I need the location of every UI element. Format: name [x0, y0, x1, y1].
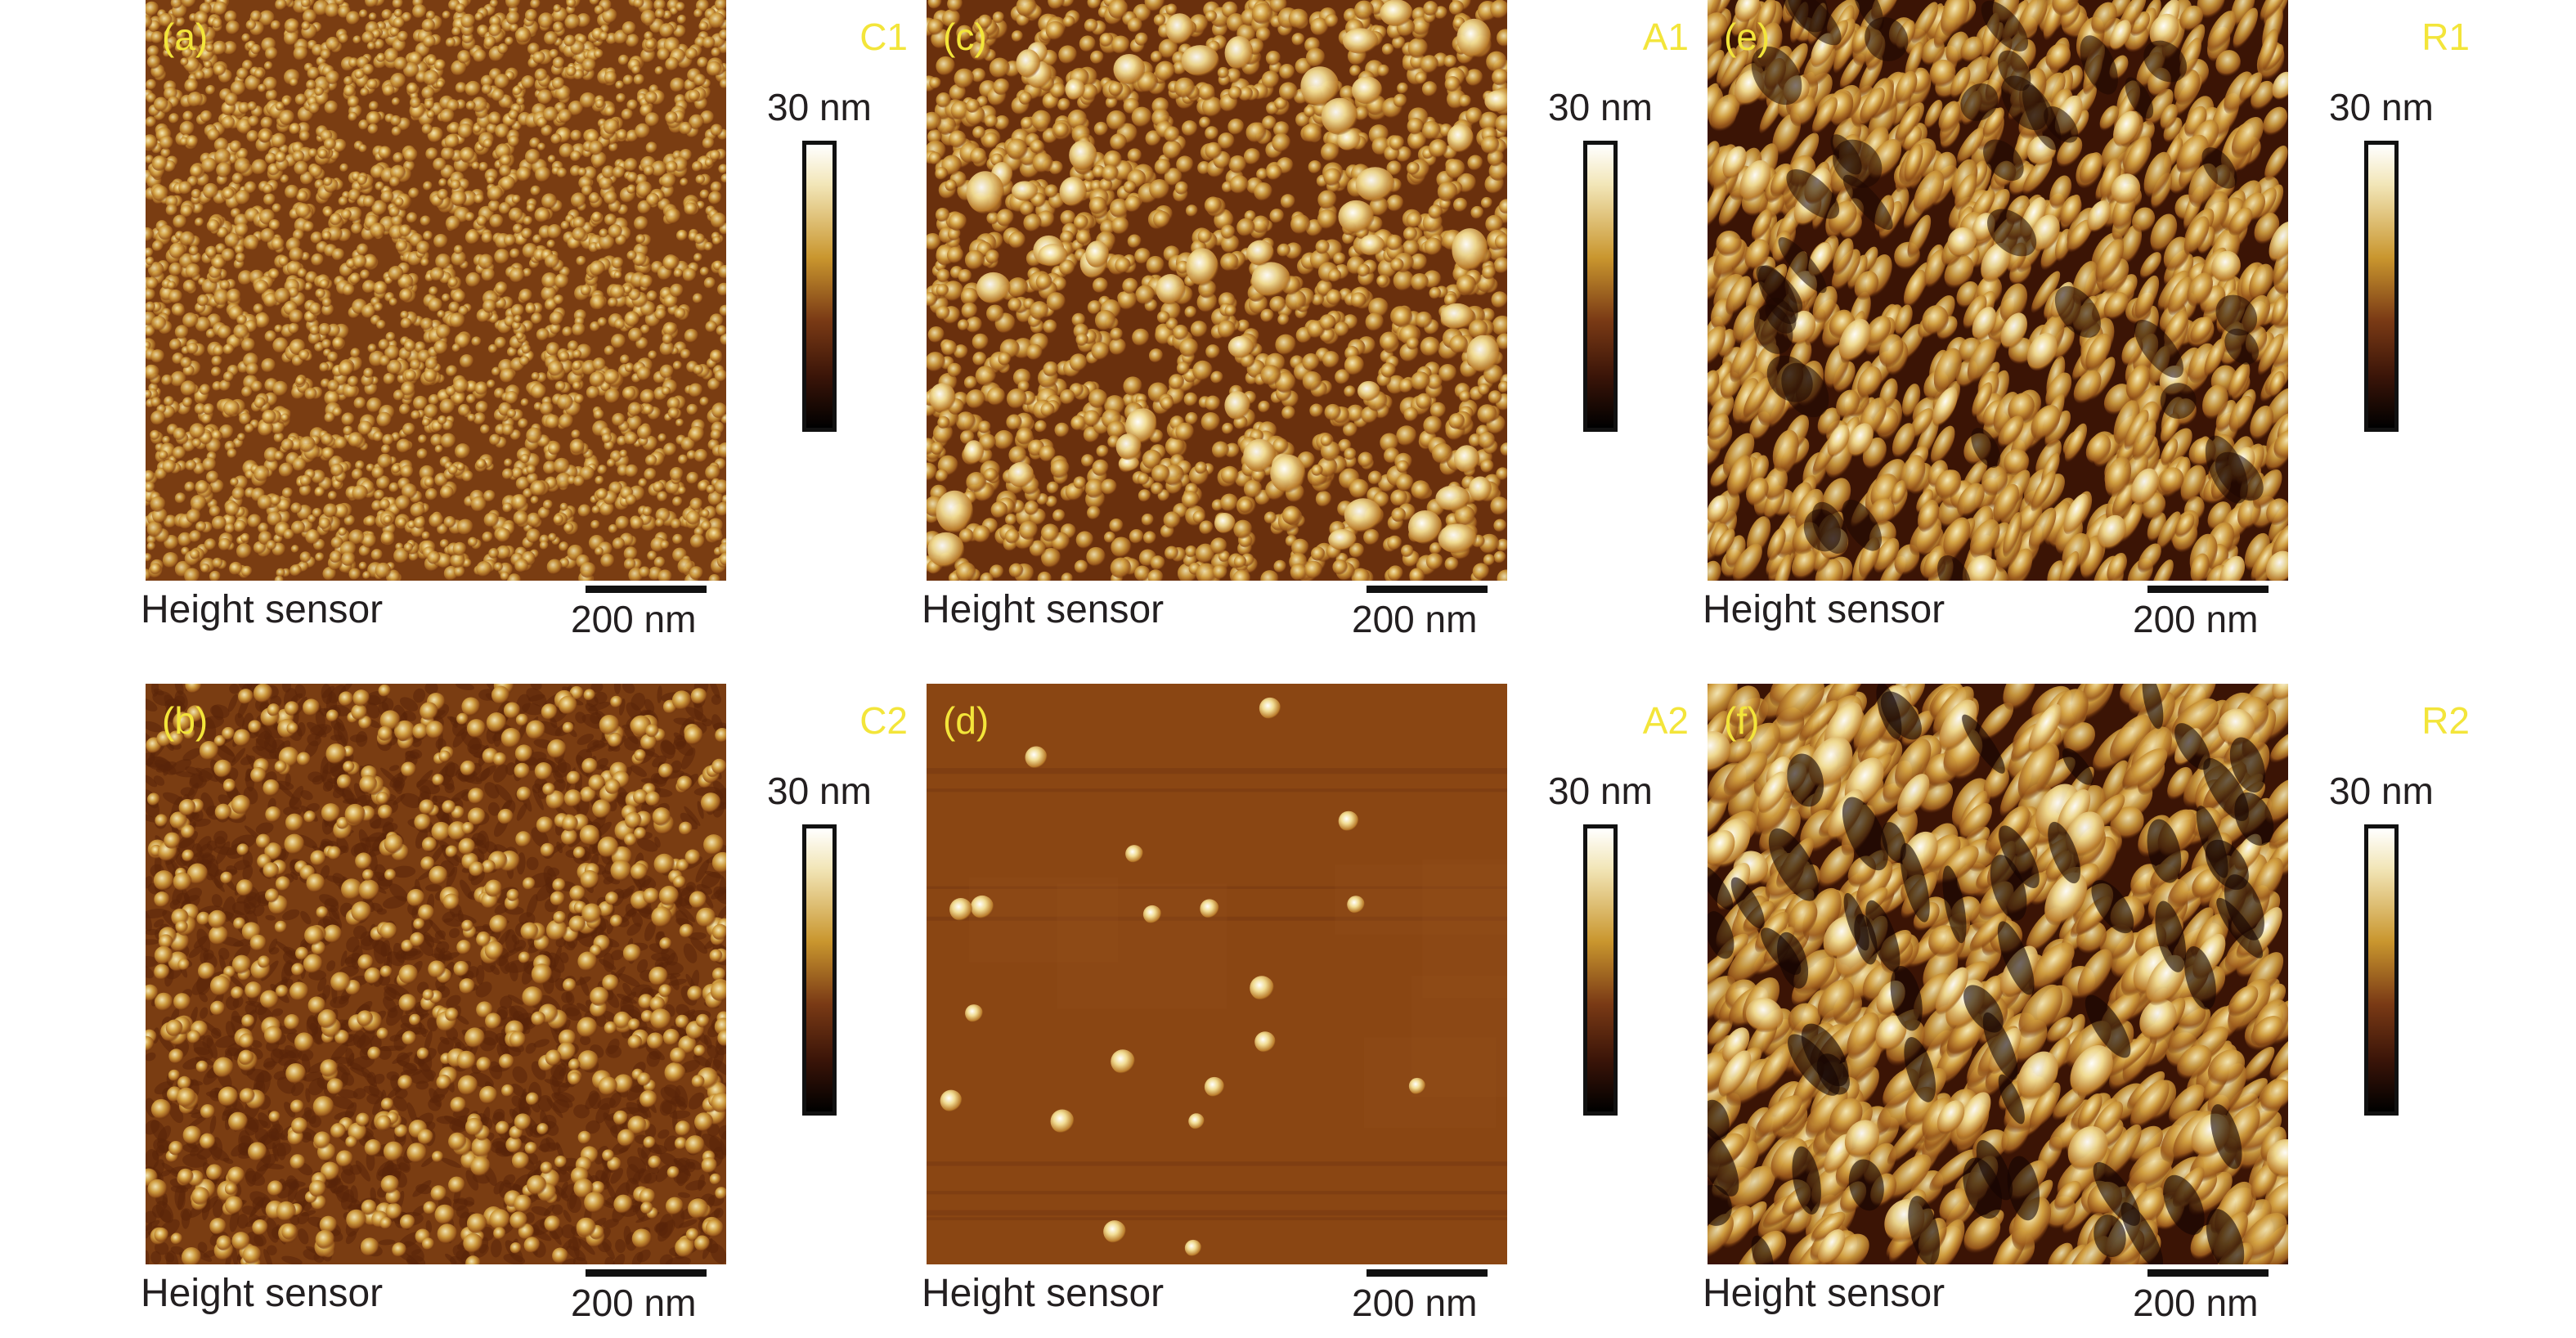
scale-bar: [1367, 586, 1488, 593]
colorbar-max-label: 30 nm: [767, 86, 872, 128]
sample-label: A2: [1642, 699, 1689, 742]
colorbar-max-label: 30 nm: [1548, 86, 1653, 128]
scale-bar: [2147, 586, 2269, 593]
height-colorbar: [1583, 141, 1618, 432]
sample-label: R1: [2421, 16, 2470, 58]
scale-bar: [1367, 1269, 1488, 1277]
height-colorbar: [2364, 141, 2399, 432]
colorbar-max-label: 30 nm: [767, 770, 872, 812]
height-colorbar: [802, 141, 837, 432]
afm-panel-d: (d) A2 Height sensor 200 nm 30 nm: [922, 684, 1703, 1338]
afm-height-image: [146, 0, 726, 581]
sensor-label: Height sensor: [141, 1272, 384, 1315]
scale-bar-label: 200 nm: [1352, 598, 1478, 640]
panel-letter: (d): [943, 699, 990, 742]
afm-height-image: [1708, 0, 2288, 581]
afm-height-image: [1708, 684, 2288, 1264]
sample-label: A1: [1642, 16, 1689, 58]
sample-label: C1: [859, 16, 908, 58]
height-colorbar: [802, 824, 837, 1116]
afm-height-image: [927, 0, 1507, 581]
panel-letter: (b): [162, 699, 209, 742]
scale-bar: [586, 586, 707, 593]
scale-bar-label: 200 nm: [1352, 1282, 1478, 1324]
sensor-label: Height sensor: [1703, 1272, 1945, 1315]
sensor-label: Height sensor: [1703, 588, 1945, 631]
sensor-label: Height sensor: [922, 1272, 1165, 1315]
afm-height-image: [927, 684, 1507, 1264]
height-colorbar: [1583, 824, 1618, 1116]
scale-bar: [2147, 1269, 2269, 1277]
height-colorbar: [2364, 824, 2399, 1116]
scale-bar-label: 200 nm: [2133, 1282, 2259, 1324]
colorbar-max-label: 30 nm: [2329, 86, 2434, 128]
sample-label: C2: [859, 699, 908, 742]
sensor-label: Height sensor: [141, 588, 384, 631]
scale-bar: [586, 1269, 707, 1277]
afm-panel-a: (a) C1 Height sensor 200 nm 30 nm: [141, 0, 922, 654]
colorbar-max-label: 30 nm: [2329, 770, 2434, 812]
scale-bar-label: 200 nm: [571, 598, 697, 640]
afm-panel-b: (b) C2 Height sensor 200 nm 30 nm: [141, 684, 922, 1338]
afm-panel-c: (c) A1 Height sensor 200 nm 30 nm: [922, 0, 1703, 654]
sensor-label: Height sensor: [922, 588, 1165, 631]
panel-letter: (e): [1724, 16, 1770, 58]
panel-letter: (f): [1724, 699, 1760, 742]
afm-panel-f: (f) R2 Height sensor 200 nm 30 nm: [1703, 684, 2484, 1338]
scale-bar-label: 200 nm: [571, 1282, 697, 1324]
scale-bar-label: 200 nm: [2133, 598, 2259, 640]
afm-height-image: [146, 684, 726, 1264]
panel-letter: (c): [943, 16, 987, 58]
sample-label: R2: [2421, 699, 2470, 742]
colorbar-max-label: 30 nm: [1548, 770, 1653, 812]
afm-panel-e: (e) R1 Height sensor 200 nm 30 nm: [1703, 0, 2484, 654]
panel-letter: (a): [162, 16, 209, 58]
